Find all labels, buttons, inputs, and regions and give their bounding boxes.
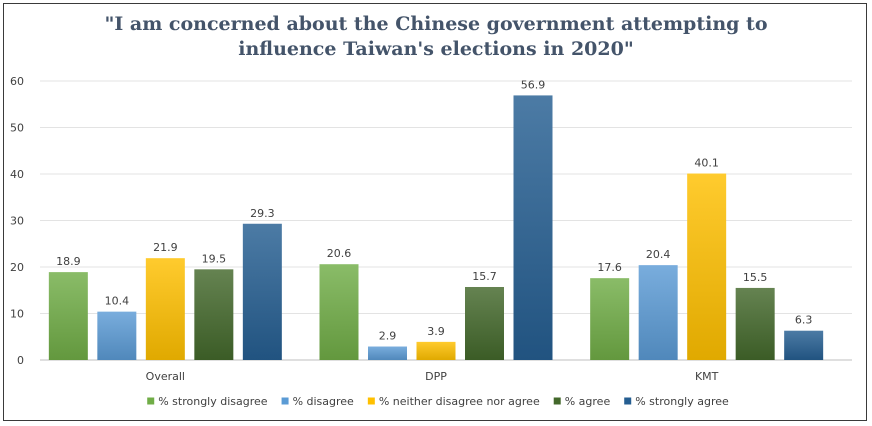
legend-swatch: [281, 397, 289, 405]
data-label: 29.3: [250, 207, 275, 220]
legend-label: % strongly disagree: [158, 395, 268, 408]
y-tick-label: 50: [10, 122, 24, 135]
data-label: 10.4: [105, 295, 130, 308]
bar: [416, 341, 456, 360]
legend-swatch: [553, 397, 561, 405]
category-labels: Overall DPP KMT: [146, 370, 719, 383]
data-label: 15.7: [472, 270, 497, 283]
data-label: 2.9: [379, 330, 397, 343]
y-tick-label: 40: [10, 168, 24, 181]
bar: [145, 258, 185, 360]
chart-title: "I am concerned about the Chinese govern…: [0, 12, 872, 62]
y-tick-label: 0: [17, 354, 24, 367]
category-label: DPP: [425, 370, 447, 383]
chart-title-line-1: "I am concerned about the Chinese govern…: [104, 13, 768, 35]
legend-label: % strongly agree: [635, 395, 729, 408]
data-label: 17.6: [597, 261, 622, 274]
bar: [735, 287, 775, 360]
legend-label: % neither disagree nor agree: [379, 395, 540, 408]
data-labels: 18.9 10.4 21.9 19.5 29.3 20.6 2.9 3.9 15.7 56.9 17…: [56, 78, 812, 342]
legend: % strongly disagree % disagree % neither d…: [147, 395, 729, 408]
data-label: 56.9: [521, 78, 546, 91]
category-label: Overall: [146, 370, 185, 383]
bar: [687, 173, 727, 360]
bar: [97, 311, 137, 360]
bar: [513, 95, 553, 360]
data-label: 20.4: [646, 248, 671, 261]
legend-label: % disagree: [293, 395, 354, 408]
data-label: 15.5: [743, 271, 768, 284]
y-tick-label: 60: [10, 75, 24, 88]
y-tick-label: 30: [10, 215, 24, 228]
legend-swatch: [147, 397, 155, 405]
y-tick-label: 20: [10, 261, 24, 274]
bar: [194, 269, 234, 360]
legend-swatch: [624, 397, 632, 405]
bar: [638, 265, 678, 360]
bar: [465, 286, 504, 360]
data-label: 18.9: [56, 255, 81, 268]
chart-title-line-2: influence Taiwan's elections in 2020": [238, 38, 634, 60]
bar: [368, 346, 407, 360]
legend-label: % agree: [565, 395, 611, 408]
bar: [590, 278, 630, 360]
data-label: 40.1: [694, 157, 719, 170]
bars: [48, 95, 824, 360]
bar: [48, 272, 88, 360]
bar: [242, 223, 282, 360]
category-label: KMT: [695, 370, 719, 383]
data-label: 6.3: [795, 314, 813, 327]
legend-swatch: [367, 397, 375, 405]
bar: [319, 264, 359, 360]
y-tick-label: 10: [10, 308, 24, 321]
data-label: 21.9: [153, 241, 178, 254]
y-axis-ticks: 0 10 20 30 40 50 60: [10, 75, 24, 367]
data-label: 3.9: [427, 325, 445, 338]
data-label: 20.6: [327, 247, 352, 260]
data-label: 19.5: [202, 252, 227, 265]
bar: [784, 330, 824, 360]
